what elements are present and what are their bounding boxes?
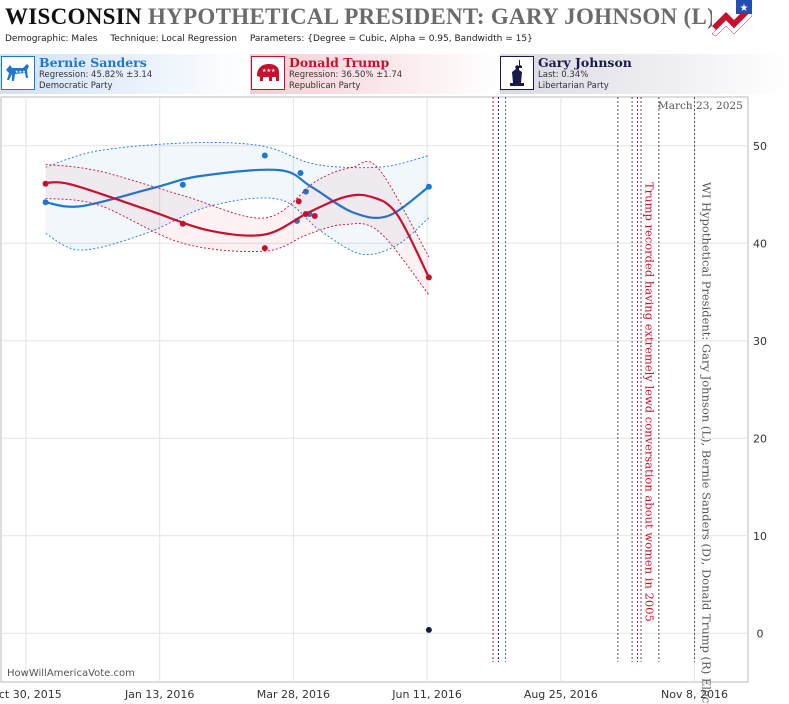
page-title: WISCONSIN HYPOTHETICAL PRESIDENT: GARY J… bbox=[5, 4, 737, 30]
confidence-upper-line bbox=[45, 142, 430, 169]
legend-item-trump[interactable]: ★★★ Donald Trump Regression: 36.50% ±1.7… bbox=[251, 52, 499, 94]
candidate-stat: Regression: 36.50% ±1.74 bbox=[289, 70, 403, 80]
statue-of-liberty-icon bbox=[500, 56, 534, 90]
candidate-name: Gary Johnson bbox=[538, 55, 632, 70]
trend-line bbox=[45, 168, 430, 219]
data-point bbox=[302, 188, 309, 195]
y-tick-label: 30 bbox=[753, 335, 767, 348]
candidate-stat: Last: 0.34% bbox=[538, 70, 589, 80]
svg-text:★: ★ bbox=[740, 3, 749, 14]
trend-line bbox=[45, 181, 430, 278]
x-tick-label: Aug 25, 2016 bbox=[524, 688, 598, 701]
x-tick-label: Jan 13, 2016 bbox=[124, 688, 194, 701]
data-point bbox=[261, 152, 268, 159]
data-point bbox=[179, 181, 186, 188]
x-tick-label: Mar 28, 2016 bbox=[257, 688, 330, 701]
confidence-upper-line bbox=[45, 161, 430, 258]
data-point bbox=[42, 199, 49, 206]
legend-background bbox=[0, 54, 789, 94]
technique-label: Technique: Local Regression bbox=[110, 34, 237, 44]
y-tick-label: 0 bbox=[757, 627, 764, 640]
flag-logo-icon: ★ bbox=[712, 0, 752, 40]
svg-text:★★★: ★★★ bbox=[262, 68, 276, 74]
data-point bbox=[425, 626, 432, 633]
parameters-label: Parameters: {Degree = Cubic, Alpha = 0.9… bbox=[249, 34, 533, 44]
candidate-name: Bernie Sanders bbox=[39, 55, 147, 70]
demographic-label: Demographic: Males bbox=[5, 34, 98, 44]
data-point bbox=[311, 212, 318, 219]
data-point bbox=[302, 211, 309, 217]
data-point bbox=[425, 274, 432, 281]
title-bar: WISCONSIN HYPOTHETICAL PRESIDENT: GARY J… bbox=[0, 0, 789, 40]
y-tick-label: 40 bbox=[753, 237, 767, 250]
y-tick-label: 20 bbox=[753, 432, 767, 445]
data-point bbox=[42, 180, 49, 187]
subtitle-line: Demographic: Males Technique: Local Regr… bbox=[5, 34, 533, 44]
title-rest: HYPOTHETICAL PRESIDENT: GARY JOHNSON (L)… bbox=[147, 4, 737, 29]
data-point bbox=[295, 198, 302, 205]
title-state: WISCONSIN bbox=[5, 4, 142, 29]
data-point bbox=[179, 220, 186, 227]
elephant-icon: ★★★ bbox=[251, 56, 285, 90]
confidence-lower-line bbox=[45, 197, 430, 296]
event-label: WI Hypothetical President: Gary Johnson … bbox=[700, 182, 714, 704]
svg-text:★★★: ★★★ bbox=[15, 69, 26, 74]
donkey-icon: ★★★ bbox=[1, 56, 35, 90]
chart-area: 0 10 20 30 40 50 Oct 30, 2015 Jan 13, 2016 Mar 2… bbox=[0, 96, 767, 704]
candidate-party: Democratic Party bbox=[39, 81, 113, 91]
x-tick-label: Jun 11, 2016 bbox=[391, 688, 462, 701]
candidate-legend: ★★★ Bernie Sanders Regression: 45.82% ±3… bbox=[0, 52, 789, 96]
watermark: HowWillAmericaVote.com bbox=[7, 668, 135, 679]
data-point bbox=[261, 245, 268, 252]
confidence-band bbox=[45, 161, 429, 295]
candidate-name: Donald Trump bbox=[289, 55, 390, 70]
event-label: Trump recorded having extremely lewd con… bbox=[643, 182, 657, 622]
candidate-stat: Regression: 45.82% ±3.14 bbox=[39, 70, 153, 80]
legend-item-sanders[interactable]: ★★★ Bernie Sanders Regression: 45.82% ±3… bbox=[1, 52, 249, 94]
data-point bbox=[297, 170, 304, 177]
legend-item-johnson[interactable]: Gary Johnson Last: 0.34% Libertarian Par… bbox=[500, 52, 788, 94]
y-tick-label: 10 bbox=[753, 530, 767, 543]
date-label: March 23, 2025 bbox=[658, 100, 743, 112]
candidate-party: Republican Party bbox=[289, 81, 361, 91]
candidate-party: Libertarian Party bbox=[538, 81, 609, 91]
x-tick-label: Oct 30, 2015 bbox=[0, 688, 62, 701]
y-tick-label: 50 bbox=[753, 140, 767, 153]
data-point bbox=[425, 183, 432, 190]
x-tick-label: Nov 8, 2016 bbox=[661, 688, 728, 701]
